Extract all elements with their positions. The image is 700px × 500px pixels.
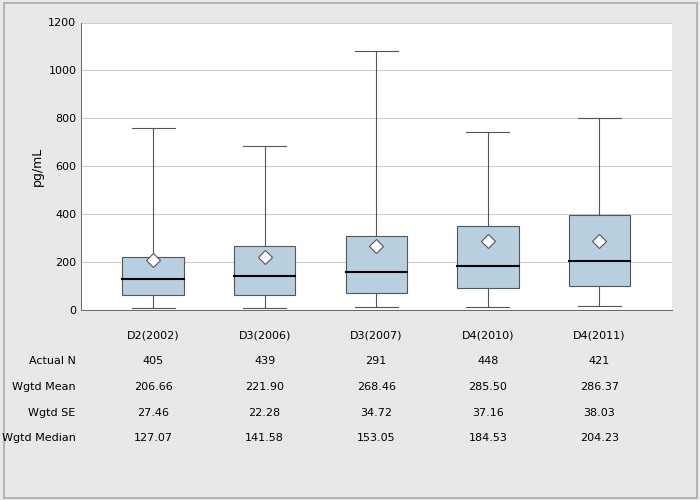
Text: D4(2010): D4(2010) <box>461 330 514 340</box>
Text: 291: 291 <box>365 356 387 366</box>
Bar <box>234 246 295 295</box>
Text: Wgtd Median: Wgtd Median <box>1 433 76 443</box>
Bar <box>122 258 183 295</box>
Text: 37.16: 37.16 <box>472 408 504 418</box>
Text: D3(2007): D3(2007) <box>350 330 402 340</box>
Bar <box>457 226 519 288</box>
Text: D3(2006): D3(2006) <box>239 330 290 340</box>
Text: Wgtd Mean: Wgtd Mean <box>12 382 76 392</box>
Text: 153.05: 153.05 <box>357 433 395 443</box>
Text: 141.58: 141.58 <box>245 433 284 443</box>
Text: Wgtd SE: Wgtd SE <box>28 408 76 418</box>
Text: D2(2002): D2(2002) <box>127 330 179 340</box>
Text: 34.72: 34.72 <box>360 408 392 418</box>
Text: 27.46: 27.46 <box>137 408 169 418</box>
Bar <box>569 216 630 286</box>
Text: 286.37: 286.37 <box>580 382 619 392</box>
Text: 206.66: 206.66 <box>134 382 172 392</box>
Text: 421: 421 <box>589 356 610 366</box>
Text: Actual N: Actual N <box>29 356 76 366</box>
Text: 405: 405 <box>143 356 164 366</box>
Text: 439: 439 <box>254 356 275 366</box>
Text: 221.90: 221.90 <box>245 382 284 392</box>
Text: 184.53: 184.53 <box>468 433 508 443</box>
Text: 204.23: 204.23 <box>580 433 619 443</box>
Text: D4(2011): D4(2011) <box>573 330 626 340</box>
Bar <box>346 236 407 292</box>
Text: 448: 448 <box>477 356 498 366</box>
Text: 22.28: 22.28 <box>248 408 281 418</box>
Text: 38.03: 38.03 <box>584 408 615 418</box>
Text: 285.50: 285.50 <box>468 382 508 392</box>
Text: 127.07: 127.07 <box>134 433 172 443</box>
Y-axis label: pg/mL: pg/mL <box>31 146 44 186</box>
Text: 268.46: 268.46 <box>357 382 395 392</box>
